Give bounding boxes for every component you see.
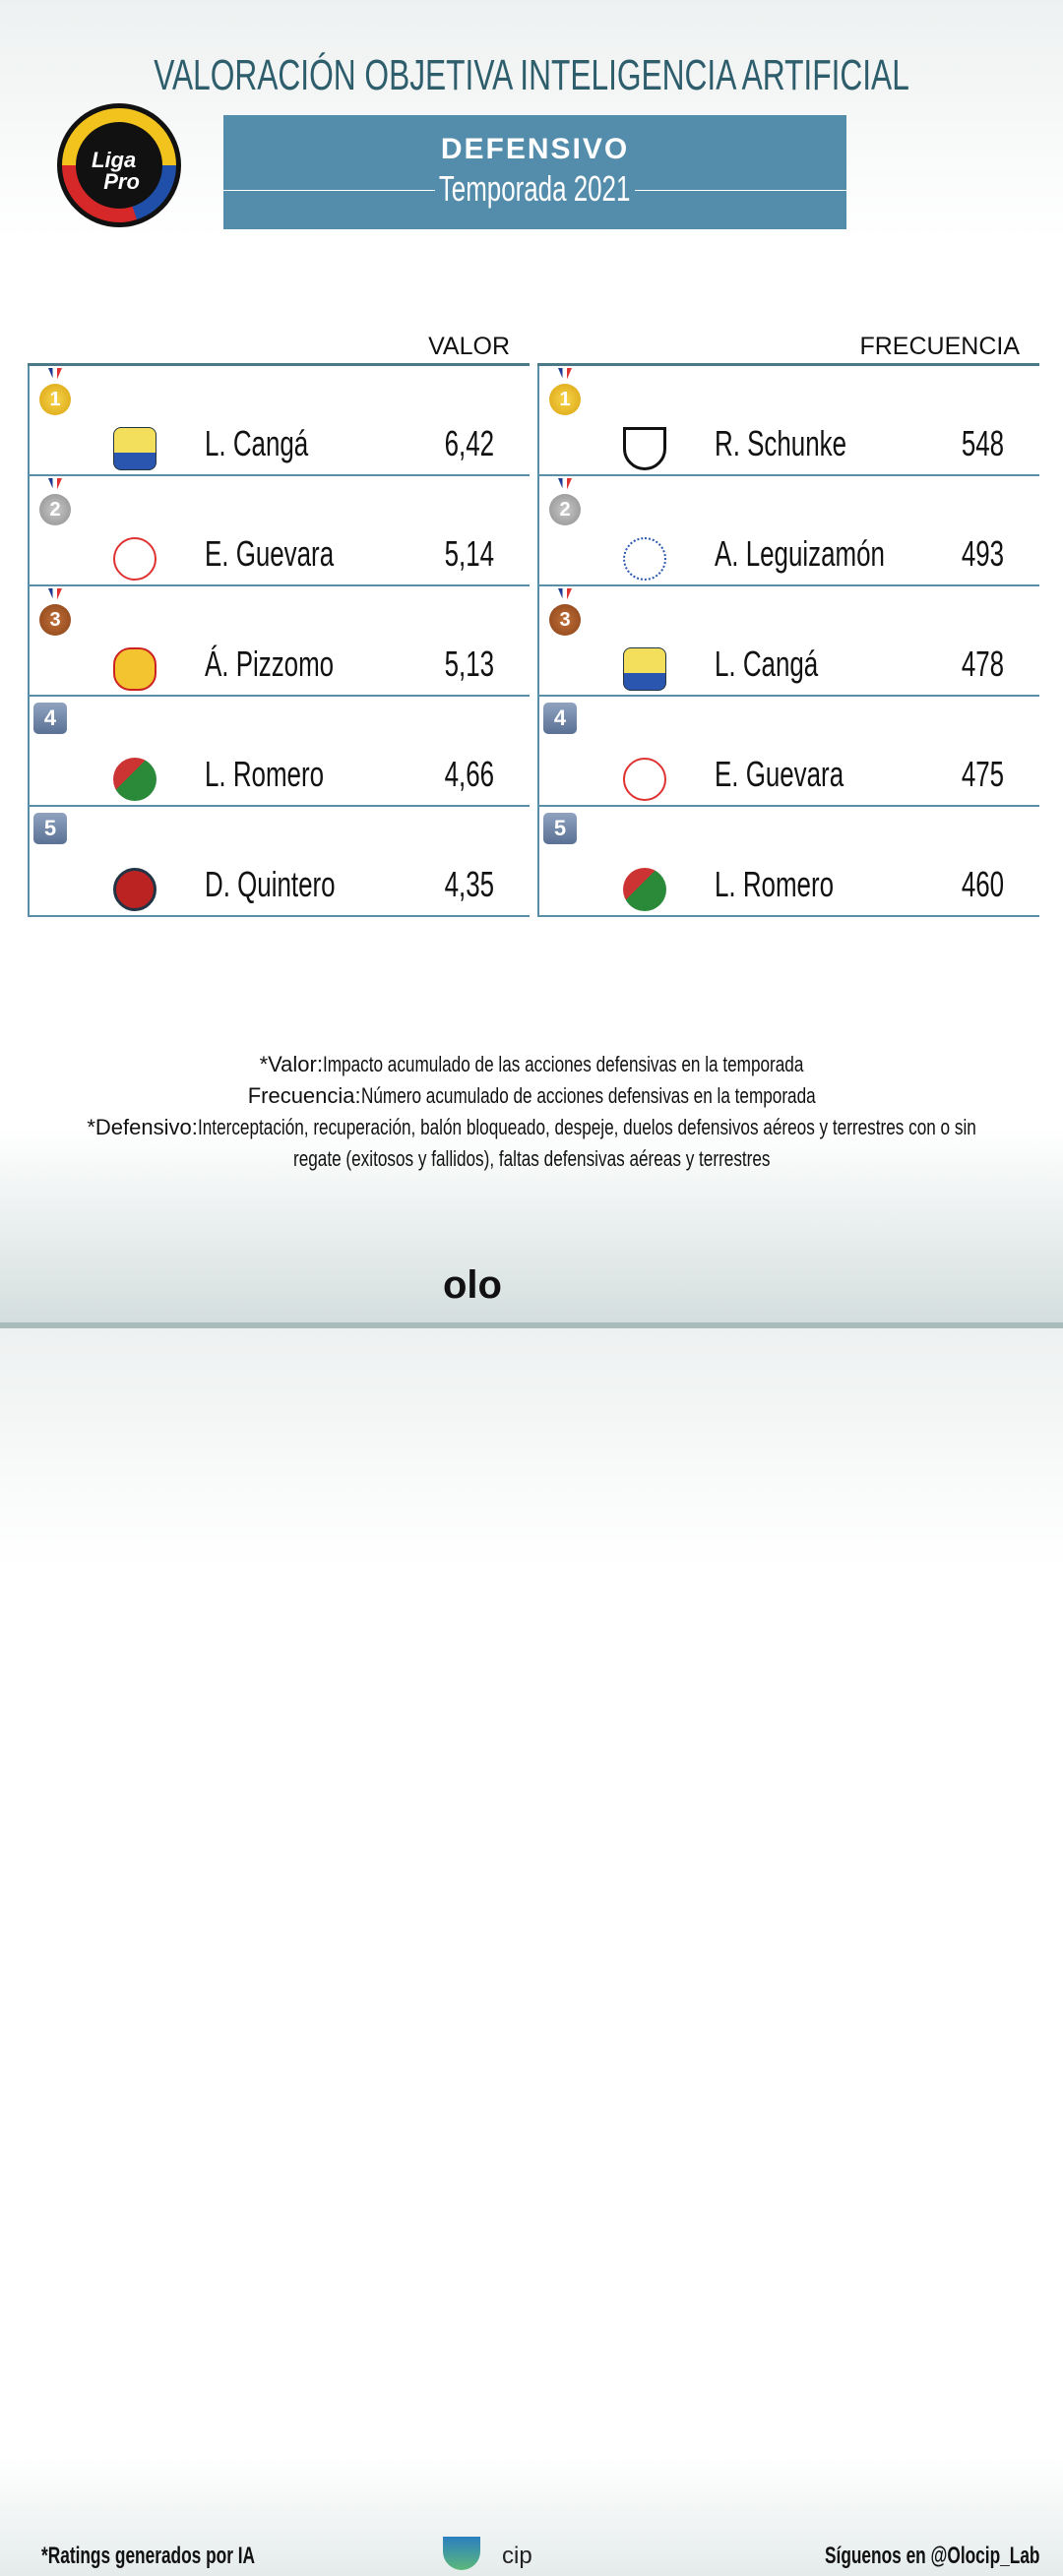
club-crest-icon <box>113 537 156 581</box>
club-crest-icon <box>623 868 666 911</box>
table-row: 1 L. Cangá 6,42 <box>28 366 530 476</box>
player-value: 5,14 <box>444 533 494 574</box>
player-name: L. Cangá <box>715 644 819 684</box>
table-row: 4 E. Guevara 475 <box>537 697 1039 807</box>
gold-medal-icon: 1 <box>549 368 581 417</box>
silver-medal-icon: 2 <box>549 478 581 527</box>
rank-badge: 4 <box>33 703 67 734</box>
season-label: Temporada 2021 <box>439 168 631 209</box>
player-value: 475 <box>961 754 1004 794</box>
player-value: 460 <box>961 864 1004 904</box>
club-crest-icon <box>623 647 666 691</box>
section-title: DEFENSIVO <box>440 133 630 165</box>
footnote-line: *Defensivo: Interceptación, recuperación… <box>87 1115 976 1139</box>
gold-medal-icon: 1 <box>39 368 71 417</box>
table-row: 5 D. Quintero 4,35 <box>28 807 530 917</box>
player-value: 478 <box>961 644 1004 684</box>
table-row: 2 A. Leguizamón 493 <box>537 476 1039 586</box>
player-value: 493 <box>961 533 1004 574</box>
rank-badge: 5 <box>33 813 67 844</box>
player-name: E. Guevara <box>205 533 335 574</box>
player-name: Á. Pizzomo <box>205 644 335 684</box>
table-row: 1 R. Schunke 548 <box>537 366 1039 476</box>
player-name: A. Leguizamón <box>715 533 885 574</box>
banner: DEFENSIVO Temporada 2021 <box>223 115 846 229</box>
player-value: 6,42 <box>444 423 494 463</box>
ranking-table-frecuencia: FRECUENCIA 1 R. Schunke 548 2 A. Leguizamó… <box>537 333 1039 917</box>
footnote-line: Frecuencia: Número acumulado de acciones… <box>247 1083 816 1108</box>
player-value: 548 <box>961 423 1004 463</box>
club-crest-icon <box>623 427 666 470</box>
bottom-bar <box>0 1322 1063 1328</box>
player-name: E. Guevara <box>715 754 844 794</box>
footnote-line: regate (exitosos y fallidos), faltas def… <box>292 1146 771 1171</box>
footnote-line: *Valor: Impacto acumulado de las accione… <box>259 1052 804 1076</box>
bronze-medal-icon: 3 <box>39 588 71 638</box>
table-row: 3 Á. Pizzomo 5,13 <box>28 586 530 697</box>
player-name: L. Cangá <box>205 423 309 463</box>
footnotes: *Valor: Impacto acumulado de las accione… <box>0 1049 1063 1175</box>
rank-badge: 4 <box>543 703 577 734</box>
player-name: L. Romero <box>205 754 325 794</box>
table-row: 2 E. Guevara 5,14 <box>28 476 530 586</box>
player-name: D. Quintero <box>205 864 336 904</box>
club-crest-icon <box>113 868 156 911</box>
club-crest-icon <box>113 647 156 691</box>
player-name: L. Romero <box>715 864 835 904</box>
player-value: 4,66 <box>444 754 494 794</box>
table-row: 4 L. Romero 4,66 <box>28 697 530 807</box>
bronze-medal-icon: 3 <box>549 588 581 638</box>
club-crest-icon <box>113 758 156 801</box>
page-title: VALORACIÓN OBJETIVA INTELIGENCIA ARTIFIC… <box>154 51 909 99</box>
rank-badge: 5 <box>543 813 577 844</box>
olocip-logo: olo cip <box>443 1263 532 2570</box>
table-row: 3 L. Cangá 478 <box>537 586 1039 697</box>
club-crest-icon <box>113 427 156 470</box>
table-row: 5 L. Romero 460 <box>537 807 1039 917</box>
club-crest-icon <box>623 537 666 581</box>
player-name: R. Schunke <box>715 423 846 463</box>
olocip-icon <box>443 2537 480 2570</box>
club-crest-icon <box>623 758 666 801</box>
silver-medal-icon: 2 <box>39 478 71 527</box>
column-header: VALOR <box>428 333 510 360</box>
player-value: 4,35 <box>444 864 494 904</box>
ranking-table-valor: VALOR 1 L. Cangá 6,42 2 E. Guevara 5,14 3 Á… <box>28 333 530 917</box>
column-header: FRECUENCIA <box>859 333 1020 360</box>
player-value: 5,13 <box>444 644 494 684</box>
liga-pro-logo: Liga Pro <box>57 103 181 227</box>
